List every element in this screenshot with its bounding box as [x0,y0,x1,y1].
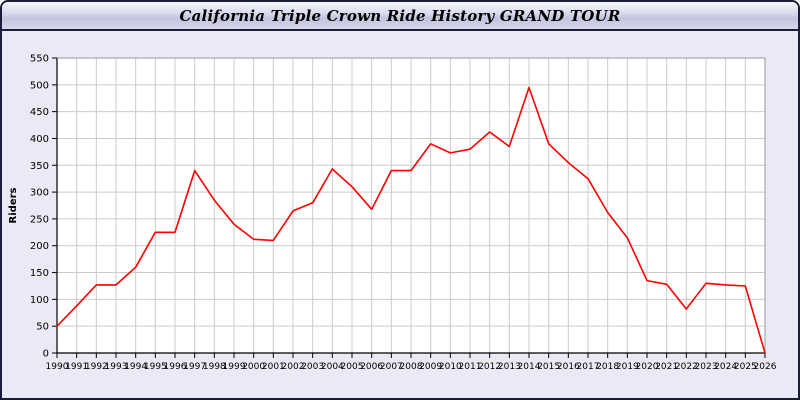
x-tick-label: 1997 [183,362,206,372]
chart-svg: 0501001502002503003504004505005501990199… [8,54,777,373]
x-tick-label: 2021 [655,362,678,372]
x-tick-label: 1996 [164,362,187,372]
x-tick-label: 1998 [203,362,226,372]
x-tick-label: 2016 [557,362,580,372]
x-tick-label: 2026 [754,362,777,372]
x-tick-label: 2002 [282,362,305,372]
x-tick-label: 2017 [577,362,600,372]
x-tick-label: 2010 [439,362,462,372]
chart-area: 0 50 100 150 200 250 300 350 400 450 500 550 1990 199… [2,31,798,398]
x-tick-label: 2009 [419,362,442,372]
series-line-riders [56,86,766,354]
x-tick-label: 2014 [518,362,541,372]
x-tick-label: 2013 [498,362,521,372]
x-tick-label: 2000 [242,362,265,372]
x-tick-label: 1993 [105,362,128,372]
y-tick-label: 0 [43,349,49,360]
x-tick-label: 2006 [360,362,383,372]
page-title: California Triple Crown Ride History GRA… [179,6,621,25]
x-tick-label: 2012 [478,362,501,372]
y-tick-label: 150 [30,268,49,279]
y-tick-label: 200 [30,241,49,252]
x-tick-label: 2022 [675,362,698,372]
window-titlebar: California Triple Crown Ride History GRA… [2,2,798,31]
x-tick-label: 2008 [400,362,423,372]
x-tick-label: 2001 [262,362,285,372]
x-tick-label: 1999 [223,362,246,372]
x-tick-label: 2025 [734,362,757,372]
y-tick-label: 450 [30,107,49,118]
x-tick-label: 2020 [636,362,659,372]
x-tick-label: 1992 [85,362,108,372]
y-tick-label: 250 [30,214,49,225]
y-axis-title: Riders [8,187,19,223]
y-tick-label: 350 [30,161,49,172]
x-tick-label: 2004 [321,362,344,372]
x-tick-label: 2024 [714,362,737,372]
x-tick-label: 1995 [144,362,167,372]
x-tick-label: 2018 [596,362,619,372]
x-tick-label: 2019 [616,362,639,372]
x-tick-label: 2011 [459,362,482,372]
x-tick-label: 2015 [537,362,560,372]
x-tick-label: 2007 [380,362,403,372]
y-tick-label: 400 [30,134,49,145]
y-tick-label: 500 [30,80,49,91]
x-tick-label: 1990 [46,362,69,372]
y-tick-label: 50 [36,322,49,333]
y-tick-label: 300 [30,188,49,199]
x-tick-label: 2003 [301,362,324,372]
x-tick-label: 1991 [65,362,88,372]
y-tick-label: 550 [30,54,49,65]
x-tick-label: 2005 [341,362,364,372]
x-tick-label: 1994 [124,362,147,372]
x-tick-label: 2023 [695,362,718,372]
y-tick-label: 100 [30,295,49,306]
